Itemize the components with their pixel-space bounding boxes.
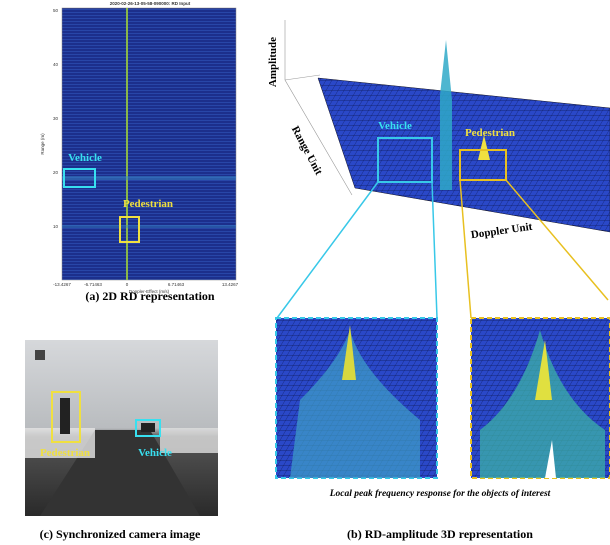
x-tick-label: 0: [126, 282, 129, 287]
peak-ridge: [440, 40, 452, 190]
y-axis-label: Range (m): [40, 133, 45, 155]
axis-label: Amplitude: [267, 37, 279, 87]
axis-label: Doppler Unit: [470, 221, 533, 242]
x-tick-label: -13.4267: [53, 282, 71, 287]
plot-title: 2020-02-26-13-05-58-090000: RD Input: [110, 1, 191, 6]
inset-caption: Local peak frequency response for the ob…: [329, 489, 551, 499]
panel-b: Amplitude Range Unit Doppler Unit Vehicl…: [267, 20, 610, 541]
marker: [35, 350, 45, 360]
y-tick-label: 50: [53, 8, 59, 13]
annotation: Pedestrian: [465, 127, 515, 139]
x-tick-label: 6.71463: [168, 282, 185, 287]
pedestrian: [60, 398, 70, 434]
x-tick-label: -6.71463: [84, 282, 102, 287]
range-band: [62, 225, 236, 228]
y-tick-label: 30: [53, 116, 59, 121]
annotation: Pedestrian: [123, 198, 173, 210]
panel-a: 2020-02-26-13-05-58-090000: RD Input Ran…: [40, 1, 239, 303]
figure: 2020-02-26-13-05-58-090000: RD Input Ran…: [0, 0, 610, 545]
y-tick-label: 10: [53, 224, 59, 229]
rd-map: [62, 8, 236, 280]
annotation: Vehicle: [378, 120, 412, 132]
annotation: Pedestrian: [40, 447, 90, 459]
y-tick-label: 40: [53, 62, 59, 67]
vehicle: [141, 423, 155, 432]
surface: [318, 78, 610, 232]
zoom-line: [277, 182, 437, 318]
x-tick-label: 13.4267: [222, 282, 239, 287]
panel-c: Pedestrian Vehicle (c) Synchronized came…: [25, 340, 218, 541]
axis-label: Range Unit: [289, 124, 325, 177]
caption: (c) Synchronized camera image: [40, 527, 201, 541]
caption: (b) RD-amplitude 3D representation: [347, 527, 533, 541]
annotation: Vehicle: [138, 447, 172, 459]
zero-doppler-line: [126, 8, 128, 280]
annotation: Vehicle: [68, 152, 102, 164]
caption: (a) 2D RD representation: [85, 289, 215, 303]
range-band: [62, 176, 236, 180]
y-tick-label: 20: [53, 170, 59, 175]
